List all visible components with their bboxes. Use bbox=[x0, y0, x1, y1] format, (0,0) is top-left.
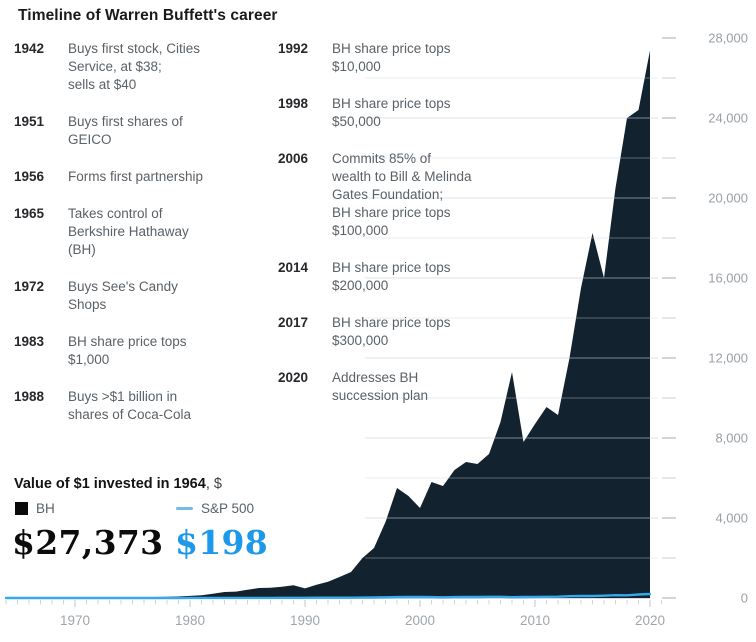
timeline-left-column: 1942 Buys first stock, Cities Service, at… bbox=[14, 40, 264, 424]
y-axis-label: 16,000 bbox=[708, 271, 748, 286]
sp500-line-series bbox=[4, 592, 652, 600]
value-label: Value of $1 invested in 1964, $ bbox=[14, 476, 274, 492]
timeline-year: 1942 bbox=[14, 41, 45, 56]
timeline-year: 1998 bbox=[278, 96, 309, 111]
bh-final-value: $27,373 bbox=[12, 523, 164, 562]
x-axis-label: 2020 bbox=[635, 613, 665, 628]
timeline-year: 1956 bbox=[14, 169, 45, 184]
timeline-year: 1983 bbox=[14, 334, 45, 349]
x-axis-label: 2000 bbox=[405, 613, 435, 628]
x-axis-label: 1970 bbox=[60, 613, 90, 628]
final-values-row: $27,373 $198 bbox=[12, 523, 274, 565]
timeline-event: 2017 BH share price tops $300,000 bbox=[278, 314, 478, 350]
timeline-event: 1942 Buys first stock, Cities Service, at… bbox=[14, 40, 264, 94]
y-axis-label: 24,000 bbox=[708, 111, 748, 126]
sp500-final-value: $198 bbox=[175, 523, 269, 562]
legend-bh-label: BH bbox=[36, 501, 55, 516]
y-axis-label: 12,000 bbox=[708, 351, 748, 366]
x-axis-label: 1990 bbox=[290, 613, 320, 628]
timeline-year: 1965 bbox=[14, 206, 45, 221]
chart-legend-block: Value of $1 invested in 1964, $ BH S&P 5… bbox=[12, 476, 274, 565]
timeline-description: Commits 85% of wealth to Bill & Melinda … bbox=[332, 151, 472, 238]
timeline-description: BH share price tops $10,000 bbox=[332, 41, 451, 74]
timeline-description: BH share price tops $200,000 bbox=[332, 260, 451, 293]
timeline-event: 1972 Buys See's Candy Shops bbox=[14, 278, 264, 314]
timeline-description: Forms first partnership bbox=[68, 169, 204, 184]
timeline-year: 2014 bbox=[278, 260, 309, 275]
timeline-description: Buys >$1 billion in shares of Coca-Cola bbox=[68, 389, 192, 422]
y-axis-label: 4,000 bbox=[715, 511, 748, 526]
timeline-event: 1951 Buys first shares of GEICO bbox=[14, 113, 264, 149]
bh-swatch-icon bbox=[15, 502, 28, 515]
legend-row: BH S&P 500 bbox=[14, 501, 274, 517]
timeline-event: 2006 Commits 85% of wealth to Bill & Meli… bbox=[278, 150, 478, 240]
timeline-year: 2020 bbox=[278, 370, 309, 385]
timeline-description: Buys See's Candy Shops bbox=[68, 279, 178, 312]
timeline-description: Takes control of Berkshire Hathaway (BH) bbox=[68, 206, 189, 257]
timeline-event: 1956 Forms first partnership bbox=[14, 168, 264, 186]
timeline-right-column: 1992 BH share price tops $10,000 1998 BH sh… bbox=[278, 40, 478, 405]
timeline-event: 1988 Buys >$1 billion in shares of Coca-C… bbox=[14, 388, 264, 424]
timeline-description: BH share price tops $300,000 bbox=[332, 315, 451, 348]
timeline-event: 2014 BH share price tops $200,000 bbox=[278, 259, 478, 295]
timeline-event: 2020 Addresses BH succession plan bbox=[278, 369, 478, 405]
sp500-line-swatch-icon bbox=[176, 507, 193, 510]
timeline-description: BH share price tops $50,000 bbox=[332, 96, 451, 129]
x-axis-label: 2010 bbox=[520, 613, 550, 628]
page-title: Timeline of Warren Buffett's career bbox=[18, 7, 278, 24]
timeline-year: 1988 bbox=[14, 389, 45, 404]
timeline-year: 1972 bbox=[14, 279, 45, 294]
x-axis-label: 1980 bbox=[175, 613, 205, 628]
timeline-year: 2006 bbox=[278, 151, 309, 166]
timeline-description: Buys first shares of GEICO bbox=[68, 114, 183, 147]
bh-area-series bbox=[6, 50, 650, 598]
y-axis-label: 0 bbox=[741, 591, 748, 606]
y-axis-label: 20,000 bbox=[708, 191, 748, 206]
timeline-description: Buys first stock, Cities Service, at $38… bbox=[68, 41, 201, 92]
y-axis-label: 28,000 bbox=[708, 31, 748, 46]
value-label-suffix: , $ bbox=[205, 476, 222, 492]
timeline-description: BH share price tops $1,000 bbox=[68, 334, 187, 367]
timeline-year: 2017 bbox=[278, 315, 309, 330]
legend-sp500-label: S&P 500 bbox=[201, 501, 255, 516]
timeline-description: Addresses BH succession plan bbox=[332, 370, 429, 403]
timeline-year: 1992 bbox=[278, 41, 309, 56]
timeline-event: 1983 BH share price tops $1,000 bbox=[14, 333, 264, 369]
y-axis-label: 8,000 bbox=[715, 431, 748, 446]
timeline-event: 1992 BH share price tops $10,000 bbox=[278, 40, 478, 76]
timeline-year: 1951 bbox=[14, 114, 45, 129]
timeline-event: 1965 Takes control of Berkshire Hathaway … bbox=[14, 205, 264, 259]
timeline-event: 1998 BH share price tops $50,000 bbox=[278, 95, 478, 131]
value-label-main: Value of $1 invested in 1964 bbox=[14, 476, 206, 492]
